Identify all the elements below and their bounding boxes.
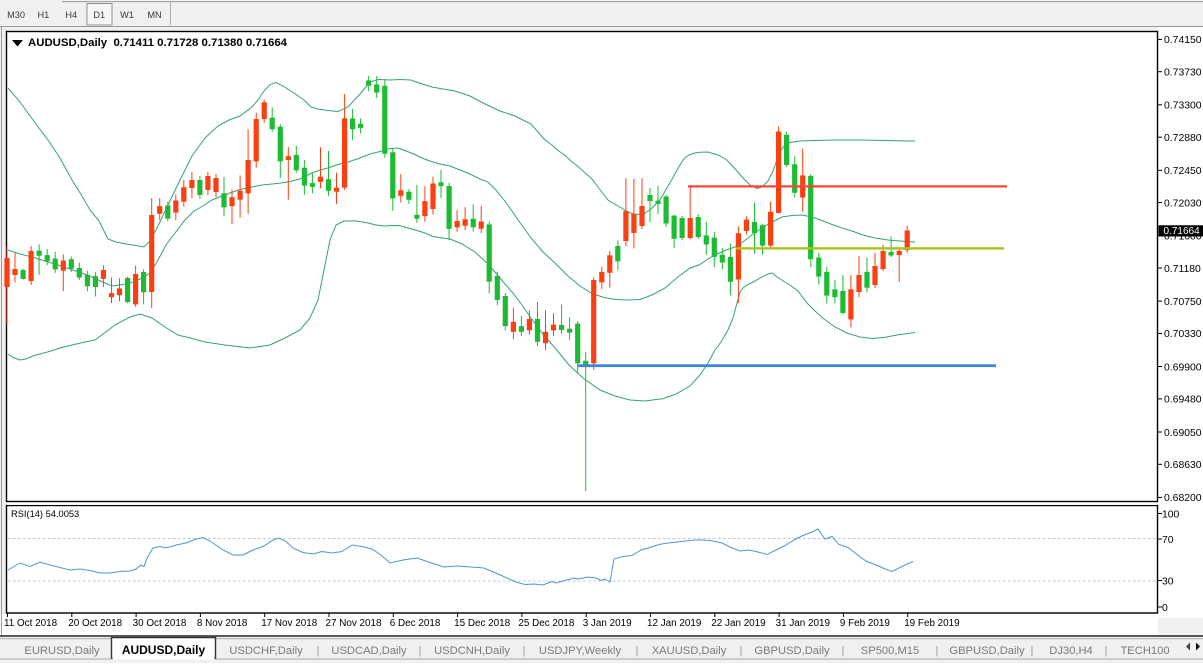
svg-text:12 Jan 2019: 12 Jan 2019 (647, 618, 702, 629)
svg-text:0.72880: 0.72880 (1164, 133, 1202, 144)
svg-text:0.69900: 0.69900 (1164, 362, 1202, 373)
svg-text:31 Jan 2019: 31 Jan 2019 (776, 618, 831, 629)
svg-text:|: | (419, 645, 422, 657)
svg-text:20 Oct 2018: 20 Oct 2018 (68, 618, 122, 629)
svg-text:11 Oct 2018: 11 Oct 2018 (4, 618, 58, 629)
svg-text:0.71180: 0.71180 (1164, 264, 1201, 275)
svg-text:17 Nov 2018: 17 Nov 2018 (261, 618, 318, 629)
svg-text:H4: H4 (65, 10, 77, 20)
svg-text:0.72450: 0.72450 (1164, 166, 1202, 177)
svg-text:|: | (523, 645, 526, 657)
svg-text:6 Dec 2018: 6 Dec 2018 (390, 618, 441, 629)
svg-text:USDCHF,Daily: USDCHF,Daily (229, 645, 303, 657)
svg-text:|: | (936, 645, 939, 657)
svg-text:EURUSD,Daily: EURUSD,Daily (24, 645, 100, 657)
svg-text:30 Oct 2018: 30 Oct 2018 (133, 618, 187, 629)
svg-text:|: | (636, 645, 639, 657)
svg-text:USDCNH,Daily: USDCNH,Daily (434, 645, 510, 657)
svg-text:0.73730: 0.73730 (1164, 68, 1202, 79)
svg-text:27 Nov 2018: 27 Nov 2018 (326, 618, 383, 629)
svg-text:70: 70 (1162, 535, 1174, 546)
svg-text:DJ30,H4: DJ30,H4 (1049, 645, 1093, 657)
svg-text:|: | (1031, 645, 1034, 657)
svg-text:15 Dec 2018: 15 Dec 2018 (454, 618, 511, 629)
svg-text:GBPUSD,Daily: GBPUSD,Daily (754, 645, 830, 657)
svg-text:0.71664: 0.71664 (1164, 226, 1201, 237)
svg-text:XAUUSD,Daily: XAUUSD,Daily (652, 645, 727, 657)
svg-text:19 Feb 2019: 19 Feb 2019 (904, 618, 960, 629)
svg-text:SP500,M15: SP500,M15 (861, 645, 919, 657)
svg-text:30: 30 (1162, 576, 1174, 587)
svg-text:W1: W1 (120, 10, 134, 20)
svg-text:TECH100: TECH100 (1120, 645, 1169, 657)
svg-text:USDJPY,Weekly: USDJPY,Weekly (539, 645, 622, 657)
svg-text:AUDUSD,Daily 0.71411 0.71728: AUDUSD,Daily 0.71411 0.71728 0.71380 0.7… (28, 37, 288, 49)
svg-text:D1: D1 (93, 10, 105, 20)
svg-text:8 Nov 2018: 8 Nov 2018 (197, 618, 248, 629)
svg-text:0.70330: 0.70330 (1164, 329, 1202, 340)
svg-text:3 Jan 2019: 3 Jan 2019 (583, 618, 632, 629)
svg-text:0.68630: 0.68630 (1164, 460, 1202, 471)
svg-text:25 Dec 2018: 25 Dec 2018 (518, 618, 575, 629)
svg-text:0.72030: 0.72030 (1164, 198, 1202, 209)
svg-text:0.74150: 0.74150 (1164, 35, 1202, 46)
svg-text:M30: M30 (7, 10, 25, 20)
svg-text:H1: H1 (38, 10, 50, 20)
svg-text:0.69050: 0.69050 (1164, 428, 1202, 439)
svg-text:RSI(14) 54.0053: RSI(14) 54.0053 (11, 509, 79, 519)
svg-text:|: | (1105, 645, 1108, 657)
svg-text:0: 0 (1162, 603, 1168, 614)
svg-text:0.73300: 0.73300 (1164, 101, 1202, 112)
svg-text:22 Jan 2019: 22 Jan 2019 (711, 618, 766, 629)
svg-text:0.68200: 0.68200 (1164, 493, 1202, 504)
svg-text:GBPUSD,Daily: GBPUSD,Daily (949, 645, 1025, 657)
svg-text:|: | (740, 645, 743, 657)
svg-text:MN: MN (147, 10, 161, 20)
svg-text:USDCAD,Daily: USDCAD,Daily (331, 645, 407, 657)
svg-text:AUDUSD,Daily: AUDUSD,Daily (122, 643, 206, 657)
svg-text:100: 100 (1162, 509, 1180, 520)
svg-text:0.69480: 0.69480 (1164, 395, 1202, 406)
svg-text:9 Feb 2019: 9 Feb 2019 (840, 618, 890, 629)
svg-text:|: | (317, 645, 320, 657)
svg-text:0.70750: 0.70750 (1164, 297, 1202, 308)
svg-text:|: | (842, 645, 845, 657)
